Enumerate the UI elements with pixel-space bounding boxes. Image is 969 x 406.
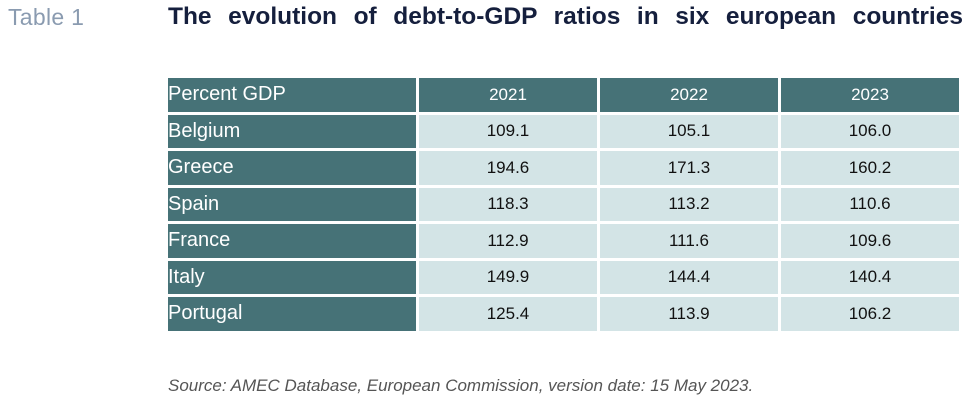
- table-row: Belgium 109.1 105.1 106.0: [168, 114, 959, 148]
- table-cell: 113.9: [600, 297, 778, 331]
- table-row: Portugal 125.4 113.9 106.2: [168, 297, 959, 331]
- table-cell: 171.3: [600, 151, 778, 185]
- table-cell: 105.1: [600, 114, 778, 148]
- source-note: Source: AMEC Database, European Commissi…: [168, 376, 754, 395]
- table-cell: 144.4: [600, 260, 778, 294]
- table-cell: 106.2: [781, 297, 959, 331]
- table-cell: 106.0: [781, 114, 959, 148]
- row-label-greece: Greece: [168, 151, 416, 185]
- header-cell-unit: Percent GDP: [168, 78, 416, 112]
- debt-table: Percent GDP 2021 2022 2023 Belgium 109.1…: [165, 75, 962, 334]
- table-title: The evolution of debt-to-GDP ratios in s…: [168, 3, 963, 30]
- row-label-france: France: [168, 224, 416, 258]
- table-cell: 112.9: [419, 224, 597, 258]
- table-header-row: Percent GDP 2021 2022 2023: [168, 78, 959, 112]
- header-cell-2021: 2021: [419, 78, 597, 112]
- table-cell: 111.6: [600, 224, 778, 258]
- table-cell: 125.4: [419, 297, 597, 331]
- table-row: Greece 194.6 171.3 160.2: [168, 151, 959, 185]
- table-row: Italy 149.9 144.4 140.4: [168, 260, 959, 294]
- row-label-italy: Italy: [168, 260, 416, 294]
- table-cell: 118.3: [419, 187, 597, 221]
- table-label: Table 1: [8, 4, 85, 30]
- row-label-belgium: Belgium: [168, 114, 416, 148]
- row-label-spain: Spain: [168, 187, 416, 221]
- table-cell: 194.6: [419, 151, 597, 185]
- table-cell: 160.2: [781, 151, 959, 185]
- row-label-portugal: Portugal: [168, 297, 416, 331]
- header-cell-2022: 2022: [600, 78, 778, 112]
- table-cell: 149.9: [419, 260, 597, 294]
- table-cell: 113.2: [600, 187, 778, 221]
- table-cell: 109.6: [781, 224, 959, 258]
- table-cell: 109.1: [419, 114, 597, 148]
- table-row: Spain 118.3 113.2 110.6: [168, 187, 959, 221]
- table-cell: 110.6: [781, 187, 959, 221]
- header-cell-2023: 2023: [781, 78, 959, 112]
- table-row: France 112.9 111.6 109.6: [168, 224, 959, 258]
- table-cell: 140.4: [781, 260, 959, 294]
